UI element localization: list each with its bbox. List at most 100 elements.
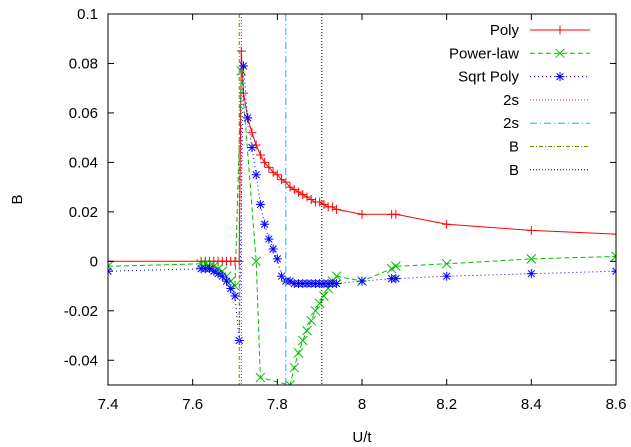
- data-point: [327, 202, 337, 212]
- data-point: [222, 276, 232, 286]
- data-point: [441, 258, 452, 269]
- data-point: [391, 209, 401, 219]
- data-point: [611, 251, 616, 262]
- y-tick-label: 0.02: [69, 204, 98, 221]
- legend-marker: [555, 48, 565, 59]
- x-tick-label: 8.2: [436, 396, 457, 413]
- data-point: [526, 225, 536, 235]
- tick-layer: 7.4 7.6 7.8 8 8.2 8.4 8.6 -0.04 -0.02 0 0.02 0.04 0.…: [64, 6, 627, 413]
- legend-entry: B: [509, 162, 590, 179]
- x-tick-label: 8.4: [521, 396, 542, 413]
- data-point: [611, 266, 616, 276]
- data-point: [272, 170, 282, 180]
- data-point: [285, 380, 295, 385]
- series-layer: [108, 46, 616, 385]
- x-tick-label: 7.6: [182, 396, 203, 413]
- legend-entry: B: [509, 139, 590, 156]
- data-point: [251, 140, 261, 150]
- data-point: [108, 266, 113, 276]
- data-point: [298, 190, 308, 200]
- data-point: [264, 234, 274, 244]
- data-point: [319, 291, 329, 301]
- x-tick-label: 8.6: [606, 396, 627, 413]
- data-point: [526, 254, 537, 264]
- data-point: [285, 182, 295, 192]
- data-point: [289, 185, 299, 195]
- legend-label: 2s: [503, 92, 519, 109]
- data-point: [196, 258, 206, 269]
- legend-label: Sqrt Poly: [458, 69, 519, 86]
- data-point: [236, 46, 246, 56]
- y-tick-label: 0.08: [69, 55, 98, 72]
- data-point: [247, 143, 257, 153]
- data-point: [277, 271, 287, 281]
- data-point: [247, 128, 257, 138]
- data-point: [238, 61, 248, 71]
- legend-entry: Power-law: [449, 45, 590, 62]
- data-point: [319, 199, 329, 209]
- data-point: [332, 204, 342, 214]
- series-sqrt-poly: [108, 61, 616, 345]
- data-point: [260, 219, 270, 229]
- y-tick-label: 0.1: [77, 6, 98, 23]
- data-point: [255, 372, 266, 383]
- data-point: [277, 175, 287, 185]
- data-point: [332, 279, 342, 289]
- legend-label: B: [509, 162, 519, 179]
- data-point: [251, 256, 262, 267]
- y-tick-label: 0: [90, 253, 98, 270]
- data-point: [217, 271, 227, 281]
- x-tick-label: 7.8: [267, 396, 288, 413]
- data-point: [255, 199, 265, 209]
- data-point: [236, 66, 247, 76]
- data-point: [264, 162, 274, 172]
- data-point: [297, 335, 308, 346]
- legend-entry: Poly: [490, 22, 590, 39]
- data-point: [294, 187, 303, 197]
- data-point: [289, 362, 300, 373]
- y-tick-label: 0.04: [69, 154, 98, 171]
- legend-marker: [555, 72, 565, 82]
- legend-label: Power-law: [449, 45, 519, 62]
- data-point: [108, 261, 113, 272]
- legend-label: Poly: [490, 22, 520, 39]
- series-line: [108, 70, 616, 385]
- data-point: [272, 254, 282, 264]
- data-point: [226, 284, 236, 294]
- data-point: [323, 283, 333, 294]
- vertical-lines-layer: [238, 14, 323, 385]
- legend-entry: 2s: [503, 92, 590, 109]
- data-point: [315, 197, 325, 207]
- data-point: [611, 229, 616, 239]
- data-point: [251, 170, 261, 180]
- data-point: [442, 271, 452, 281]
- data-point: [268, 244, 278, 254]
- y-axis-label: B: [9, 194, 26, 204]
- data-point: [230, 291, 240, 301]
- data-point: [306, 315, 317, 326]
- plot-frame: [107, 13, 617, 386]
- data-point: [260, 157, 270, 167]
- legend-entry: 2s: [503, 115, 590, 132]
- data-point: [526, 269, 536, 279]
- data-point: [302, 325, 312, 336]
- data-point: [442, 219, 452, 229]
- data-point: [293, 347, 304, 358]
- data-point: [391, 274, 401, 284]
- data-point: [357, 276, 367, 286]
- x-tick-label: 8: [358, 396, 366, 413]
- data-point: [306, 195, 316, 204]
- data-point: [243, 113, 253, 123]
- y-tick-label: -0.04: [64, 352, 98, 369]
- data-point: [255, 150, 265, 160]
- legend-label: 2s: [503, 115, 519, 132]
- series-power-law: [108, 66, 616, 385]
- data-point: [357, 209, 367, 219]
- series-line: [108, 51, 616, 262]
- legend: Poly Power-law Sqrt Poly 2s 2s BB: [449, 22, 590, 179]
- legend-entry: Sqrt Poly: [458, 69, 590, 86]
- legend-label: B: [509, 139, 519, 156]
- y-tick-label: 0.06: [69, 105, 98, 122]
- data-point: [310, 305, 321, 316]
